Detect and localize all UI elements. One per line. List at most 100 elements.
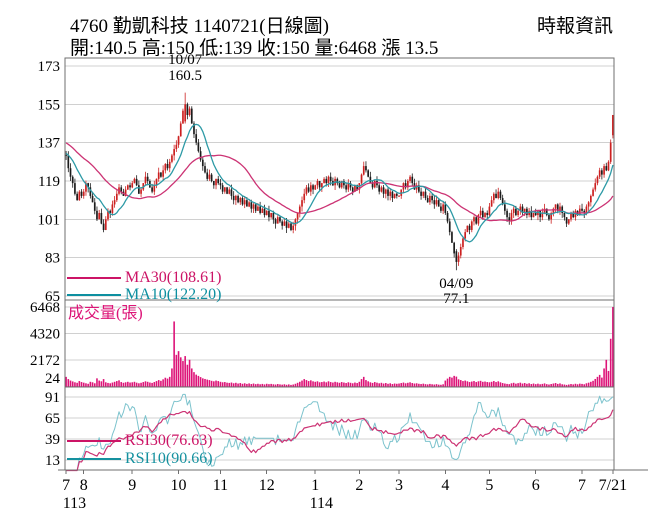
candle-body <box>609 142 612 162</box>
candle-body <box>91 195 94 203</box>
candle-body <box>367 170 370 177</box>
volume-bar <box>102 379 105 387</box>
volume-bar <box>548 384 550 387</box>
volume-bar <box>590 381 592 387</box>
candle-body <box>140 189 142 194</box>
volume-bar <box>111 382 114 387</box>
candle-body <box>239 198 242 203</box>
volume-bar <box>411 383 414 387</box>
axis-tick-label: 137 <box>38 136 61 152</box>
candle-body <box>129 185 131 188</box>
volume-bar <box>418 383 420 387</box>
candle-body <box>265 210 268 216</box>
ma10-line-swatch <box>67 294 121 296</box>
volume-bar <box>197 375 200 387</box>
candle-body <box>78 191 81 201</box>
volume-bar <box>206 379 209 387</box>
ma30-label: MA30(108.61) <box>125 269 222 286</box>
volume-bar <box>543 383 546 387</box>
volume-bar <box>347 382 350 387</box>
volume-bar <box>135 382 138 387</box>
volume-bar <box>285 384 288 387</box>
volume-bar <box>554 383 557 387</box>
candle-body <box>554 204 557 209</box>
candle-body <box>120 187 123 192</box>
volume-bar <box>351 383 354 387</box>
candle-body <box>601 170 603 175</box>
candle-body <box>263 208 266 216</box>
volume-bar <box>448 376 451 387</box>
volume-bar <box>124 382 127 387</box>
candle-body <box>459 247 462 256</box>
candle-body <box>440 206 442 211</box>
volume-bar <box>129 382 131 387</box>
volume-bar <box>517 383 519 387</box>
volume-bar <box>459 380 462 387</box>
candle-body <box>126 185 129 190</box>
candle-body <box>323 178 325 184</box>
candle-body <box>329 176 332 181</box>
volume-bar <box>168 376 171 387</box>
volume-bar <box>325 382 328 387</box>
candle-body <box>548 215 550 220</box>
axis-tick-label: 65 <box>45 411 60 427</box>
volume-bar <box>603 368 605 387</box>
axis-tick-label: 91 <box>45 390 60 406</box>
axis-tick-label: 6468 <box>30 300 60 316</box>
candle-body <box>182 110 184 124</box>
candle-body <box>508 217 511 222</box>
volume-bar <box>332 382 334 387</box>
volume-bar <box>444 380 447 387</box>
candle-body <box>404 183 407 188</box>
candle-body <box>146 176 149 181</box>
volume-bar <box>455 376 458 387</box>
volume-bar <box>431 384 433 387</box>
volume-bar <box>424 384 427 387</box>
volume-bar <box>184 356 186 387</box>
volume-bar <box>354 382 356 387</box>
volume-bar <box>435 384 438 387</box>
volume-bar <box>561 384 563 387</box>
volume-bar <box>499 382 502 387</box>
candle-body <box>594 183 597 190</box>
candle-body <box>204 166 206 173</box>
volume-bar <box>270 383 272 387</box>
candle-body <box>451 232 453 243</box>
candle-body <box>598 170 601 177</box>
volume-bar <box>574 383 577 387</box>
month-label: 10 <box>171 477 187 494</box>
volume-bar <box>490 381 493 387</box>
candle-body <box>607 161 610 171</box>
candle-body <box>356 185 358 190</box>
volume-bar <box>157 380 160 387</box>
candle-body <box>523 208 526 213</box>
axis-tick-label: 155 <box>38 97 61 113</box>
candle-body <box>437 200 440 207</box>
volume-bar <box>142 382 145 387</box>
candle-body <box>495 193 497 199</box>
candle-body <box>543 208 546 213</box>
candle-body <box>517 210 519 216</box>
volume-bar <box>310 380 312 387</box>
volume-bar <box>572 384 575 387</box>
candle-body <box>186 104 189 115</box>
volume-bar <box>396 383 398 387</box>
volume-bar <box>179 357 182 387</box>
volume-bar <box>221 382 224 387</box>
volume-bar <box>248 383 250 387</box>
candle-body <box>550 212 553 220</box>
candle-body <box>382 187 385 194</box>
volume-bar <box>360 379 363 387</box>
candle-body <box>462 238 464 248</box>
volume-bar <box>568 384 570 387</box>
volume-bar <box>204 378 206 387</box>
candle-body <box>585 206 588 213</box>
candle-body <box>453 242 456 254</box>
candle-body <box>188 108 191 115</box>
candle-body <box>592 189 594 196</box>
volume-bar <box>373 382 376 387</box>
volume-bar <box>446 378 449 387</box>
candle-body <box>354 185 356 192</box>
volume-bar <box>113 381 116 387</box>
volume-bar <box>565 384 568 387</box>
